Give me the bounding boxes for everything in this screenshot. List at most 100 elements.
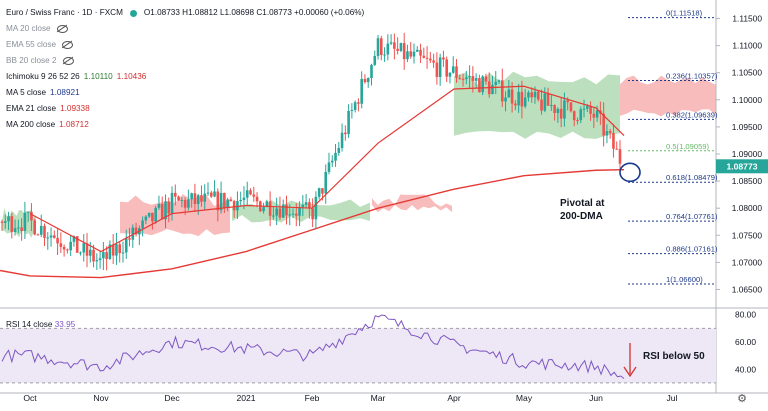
candle-body bbox=[500, 80, 504, 102]
candle-body bbox=[249, 190, 252, 195]
legend-ma20[interactable]: MA 20 close bbox=[6, 21, 364, 37]
time-tick-label: Apr bbox=[447, 393, 461, 403]
candle-body bbox=[419, 49, 422, 56]
candle-body bbox=[497, 80, 501, 82]
candle-body bbox=[465, 77, 468, 80]
candle-body bbox=[317, 188, 321, 197]
candle-body bbox=[56, 237, 59, 244]
candle-body bbox=[111, 244, 115, 256]
candle-body bbox=[115, 244, 118, 256]
time-tick-label: Mar bbox=[371, 393, 386, 403]
cloud-segment-0 bbox=[2, 207, 36, 238]
candle-body bbox=[324, 171, 328, 194]
candle-body bbox=[337, 147, 341, 153]
candle-body bbox=[471, 76, 475, 81]
candle-body bbox=[232, 201, 236, 211]
candle-body bbox=[612, 133, 615, 149]
candle-body bbox=[75, 236, 79, 253]
candle-body bbox=[255, 196, 259, 202]
legend-ma5[interactable]: MA 5 close 1.08921 bbox=[6, 85, 364, 101]
candle-body bbox=[252, 194, 256, 197]
candle-body bbox=[615, 148, 619, 150]
candle-body bbox=[520, 91, 524, 107]
candle-body bbox=[569, 102, 573, 112]
candle-body bbox=[66, 249, 69, 251]
hidden-eye-icon[interactable] bbox=[56, 25, 68, 33]
candle-body bbox=[340, 132, 344, 148]
legend-bb20[interactable]: BB 20 close 2 bbox=[6, 53, 364, 69]
candle-body bbox=[174, 192, 177, 197]
candle-body bbox=[118, 244, 122, 254]
indicator-legend: Euro / Swiss Franc · 1D · FXCM O1.08733 … bbox=[6, 5, 364, 133]
candle-body bbox=[3, 221, 7, 223]
candle-body bbox=[180, 199, 184, 201]
legend-ma200[interactable]: MA 200 close 1.08712 bbox=[6, 117, 364, 133]
rsi-tick-label: 40.00 bbox=[735, 364, 756, 374]
candle-body bbox=[301, 204, 305, 208]
candle-body bbox=[278, 208, 282, 218]
legend-ema21[interactable]: EMA 21 close 1.09338 bbox=[6, 101, 364, 117]
candle-body bbox=[272, 215, 275, 217]
candle-body bbox=[468, 76, 471, 78]
candle-body bbox=[595, 110, 599, 118]
candle-body bbox=[183, 199, 187, 208]
candle-body bbox=[373, 55, 377, 65]
price-tick-label: 1.08000 bbox=[732, 203, 763, 213]
candle-body bbox=[608, 131, 612, 134]
candle-body bbox=[62, 246, 66, 250]
candle-body bbox=[327, 162, 331, 172]
candle-body bbox=[415, 49, 419, 52]
candle-body bbox=[157, 204, 161, 208]
pivotal-note: Pivotal at bbox=[560, 198, 605, 209]
ema21-value: 1.09338 bbox=[60, 104, 90, 113]
rsi-pane: 80.00 60.00 40.00 RSI below 50 bbox=[0, 310, 756, 384]
candle-body bbox=[543, 93, 547, 111]
candle-body bbox=[147, 212, 151, 217]
gear-icon[interactable]: ⚙ bbox=[737, 393, 747, 405]
candle-body bbox=[288, 214, 292, 216]
candle-body bbox=[304, 202, 308, 205]
rsi-tick-label: 80.00 bbox=[735, 310, 756, 320]
rsi-tick-label: 60.00 bbox=[735, 337, 756, 347]
candle-body bbox=[20, 227, 23, 231]
candle-body bbox=[553, 105, 556, 113]
candle-body bbox=[190, 193, 193, 200]
ema21-line bbox=[29, 85, 625, 253]
time-tick-label: Jun bbox=[589, 393, 603, 403]
candle-body bbox=[46, 237, 50, 239]
candle-body bbox=[36, 234, 40, 236]
candle-body bbox=[105, 252, 108, 259]
candle-body bbox=[347, 110, 350, 135]
hidden-eye-icon[interactable] bbox=[62, 41, 74, 49]
candle-body bbox=[92, 249, 95, 262]
candle-body bbox=[425, 57, 429, 59]
candle-body bbox=[53, 235, 56, 238]
price-tick-label: 1.10500 bbox=[732, 68, 763, 78]
rsi-legend[interactable]: RSI 14 close 33.95 bbox=[6, 320, 75, 329]
candle-body bbox=[366, 78, 370, 83]
symbol-title[interactable]: Euro / Swiss Franc · 1D · FXCM bbox=[6, 8, 123, 17]
candle-body bbox=[536, 91, 540, 100]
legend-ema55[interactable]: EMA 55 close bbox=[6, 37, 364, 53]
hidden-eye-icon[interactable] bbox=[62, 57, 74, 65]
candle-body bbox=[275, 208, 278, 216]
candle-body bbox=[144, 216, 148, 221]
candle-body bbox=[504, 97, 507, 102]
legend-ichimoku[interactable]: Ichimoku 9 26 52 26 1.10110 1.10436 bbox=[6, 69, 364, 85]
candle-body bbox=[209, 192, 213, 197]
candle-body bbox=[445, 59, 448, 77]
candle-body bbox=[121, 252, 125, 254]
candle-body bbox=[602, 113, 605, 136]
price-axis: 1.11500 1.11000 1.10500 1.10000 1.09500 1.090… bbox=[716, 14, 763, 294]
candle-body bbox=[7, 216, 10, 222]
candle-body bbox=[216, 191, 220, 211]
candle-body bbox=[429, 58, 432, 61]
ma5-value: 1.08921 bbox=[50, 88, 80, 97]
candle-body bbox=[451, 66, 455, 73]
candle-body bbox=[494, 81, 498, 85]
candle-body bbox=[291, 213, 295, 215]
time-tick-label: Dec bbox=[164, 393, 180, 403]
time-axis: Oct Nov Dec 2021 Feb Mar Apr May Jun Jul bbox=[23, 393, 677, 403]
